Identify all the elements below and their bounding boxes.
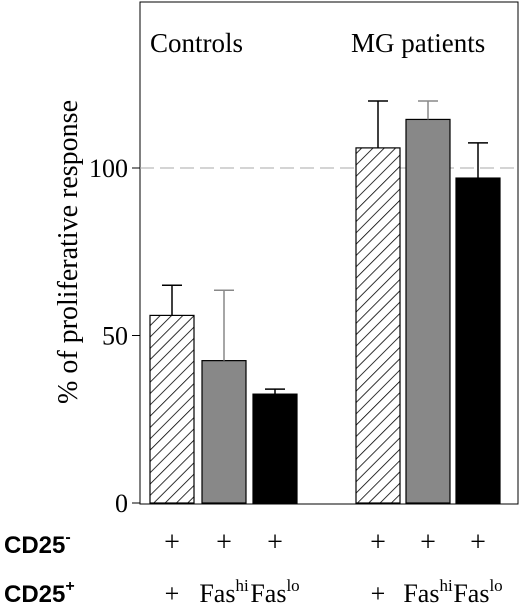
cd25-plus-base: Fas xyxy=(403,579,439,607)
cd25-minus-value: + xyxy=(420,527,436,558)
cd25-plus-superscript: hi xyxy=(235,576,249,595)
cd25-plus-value: Fashi xyxy=(199,576,249,607)
cd25-minus-value: + xyxy=(267,527,283,558)
cd25-plus-value: Fashi xyxy=(403,576,453,607)
cd25-plus-base: Fas xyxy=(453,579,489,607)
cd25-plus-base: + xyxy=(371,579,386,607)
row-label-base: CD25 xyxy=(4,581,65,607)
bar xyxy=(149,314,195,504)
row-label: CD25+ xyxy=(4,578,75,607)
row-label-base: CD25 xyxy=(4,532,65,559)
row-label-superscript: + xyxy=(65,578,74,595)
bar xyxy=(201,360,247,504)
row-label-superscript: - xyxy=(65,529,70,546)
bar xyxy=(355,147,401,504)
cd25-minus-value: + xyxy=(164,527,180,558)
cd25-plus-value: + xyxy=(165,579,180,607)
cd25-plus-superscript: lo xyxy=(489,576,502,595)
y-axis-label: % of proliferative response xyxy=(53,100,84,404)
cd25-minus-value: + xyxy=(370,527,386,558)
cd25-plus-superscript: lo xyxy=(286,576,299,595)
cd25-plus-base: + xyxy=(165,579,180,607)
cd25-plus-superscript: hi xyxy=(439,576,453,595)
cd25-minus-value: + xyxy=(216,527,232,558)
bar xyxy=(405,118,451,504)
bar xyxy=(252,393,298,504)
group-title: MG patients xyxy=(351,28,485,58)
bar xyxy=(455,177,501,504)
cd25-plus-value: Faslo xyxy=(453,576,502,607)
group-title: Controls xyxy=(150,28,243,58)
row-label: CD25- xyxy=(4,529,71,559)
y-tick-label: 50 xyxy=(102,322,128,351)
cd25-plus-value: Faslo xyxy=(250,576,299,607)
cd25-plus-value: + xyxy=(371,579,386,607)
cd25-minus-value: + xyxy=(470,527,486,558)
y-tick-label: 0 xyxy=(115,489,128,518)
y-tick-label: 100 xyxy=(89,154,128,183)
cd25-plus-base: Fas xyxy=(250,579,286,607)
plot-frame xyxy=(139,1,519,505)
cd25-plus-base: Fas xyxy=(199,579,235,607)
